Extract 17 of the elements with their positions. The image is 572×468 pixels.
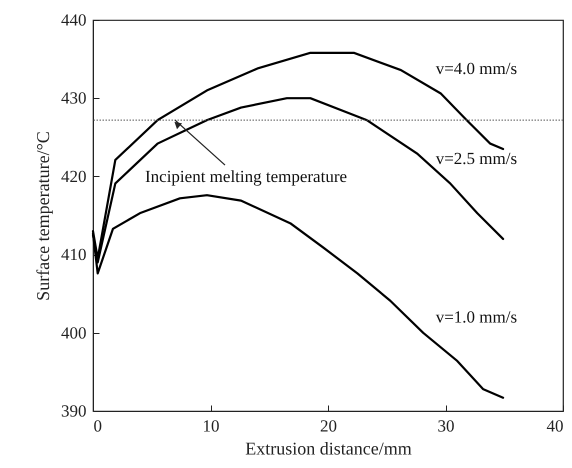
series-label: v=4.0 mm/s [436, 59, 518, 78]
ref-line-label: Incipient melting temperature [145, 167, 348, 186]
y-tick-label: 440 [61, 10, 86, 30]
y-tick-label: 430 [61, 88, 86, 108]
series-label: v=1.0 mm/s [436, 308, 518, 327]
x-tick-label: 40 [546, 416, 564, 436]
x-tick-label: 30 [438, 416, 454, 436]
y-tick-label: 410 [61, 245, 86, 264]
series-label: v=2.5 mm/s [436, 148, 518, 168]
y-tick-label: 420 [61, 166, 86, 186]
x-tick-label: 20 [320, 416, 337, 436]
y-tick-label: 390 [61, 402, 86, 420]
x-tick-label: 0 [94, 416, 102, 436]
x-tick-label: 10 [202, 416, 220, 436]
x-axis-title: Extrusion distance/mm [245, 438, 412, 458]
y-axis-title: Surface temperature/°C [33, 131, 53, 301]
y-tick-label: 400 [61, 323, 86, 342]
